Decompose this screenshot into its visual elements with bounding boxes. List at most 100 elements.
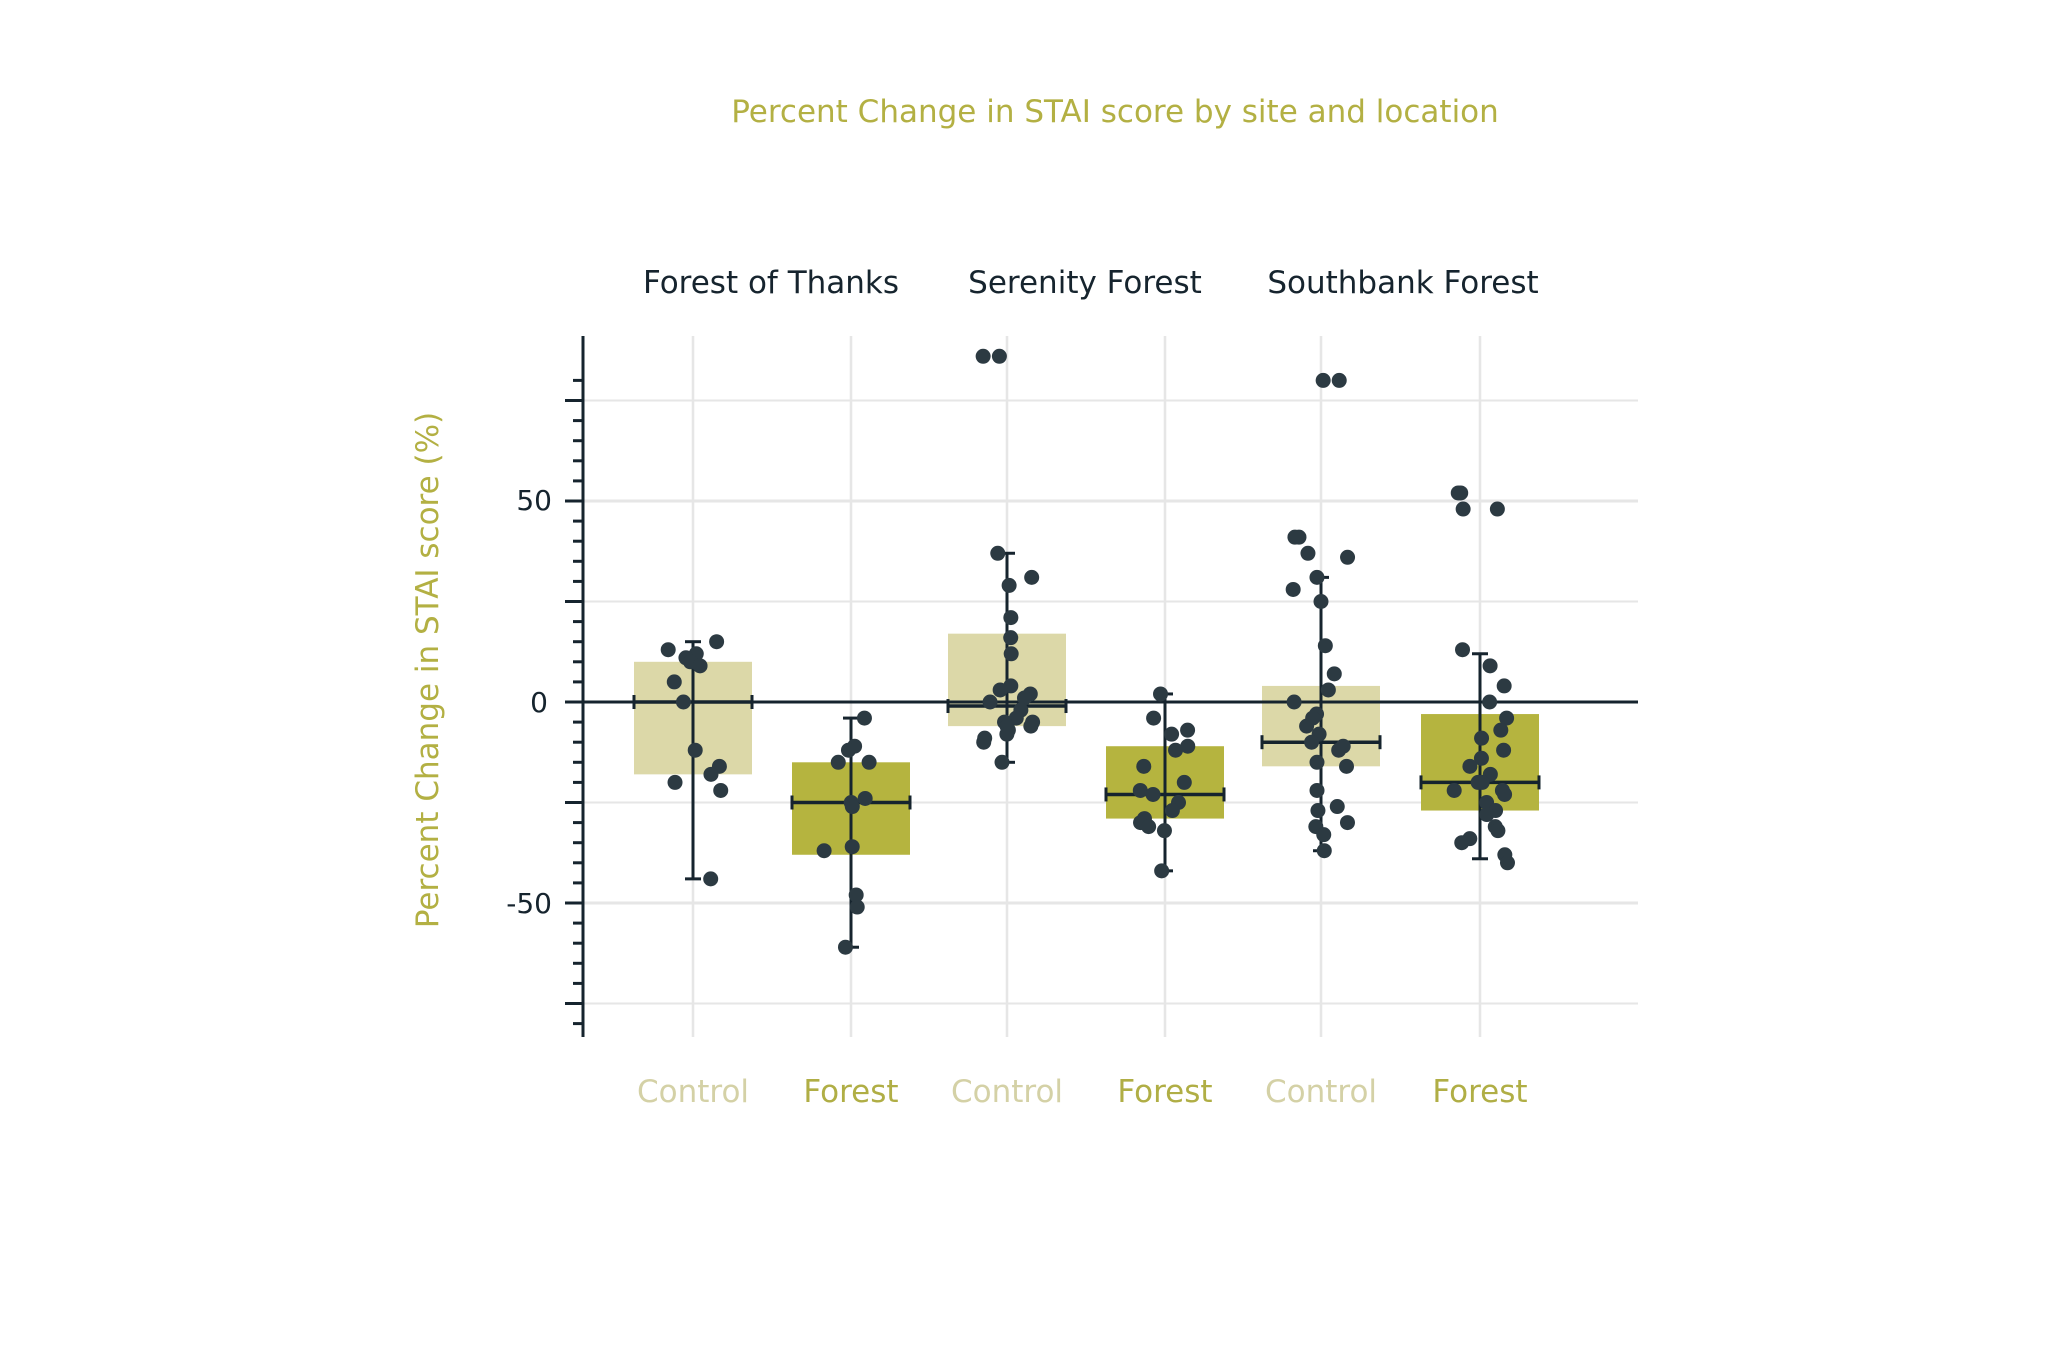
data-point [1493,722,1509,738]
data-point [1315,372,1331,388]
data-point [1156,823,1172,839]
data-point [1499,710,1515,726]
y-tick-label: 50 [516,484,552,517]
x-label-control: Control [1265,1074,1377,1110]
data-point [857,790,873,806]
data-point [1291,529,1307,545]
data-point [1499,855,1515,871]
data-point [1154,863,1170,879]
data-point [1462,758,1478,774]
data-point [1473,750,1489,766]
data-point [713,782,729,798]
data-point [687,742,703,758]
data-point [1146,710,1162,726]
data-point [1168,742,1184,758]
data-point [999,726,1015,742]
data-point [1136,758,1152,774]
y-tick-label: 0 [530,686,548,719]
data-point [1141,819,1157,835]
data-point [703,871,719,887]
data-point [1450,485,1466,501]
data-point [1180,722,1196,738]
text-layer: Percent Change in STAI score by site and… [410,94,1539,1110]
data-point [1299,718,1315,734]
data-point [1153,686,1169,702]
data-point [1016,690,1032,706]
data-point [666,674,682,690]
data-point [1479,807,1495,823]
x-label-forest: Forest [1432,1074,1527,1110]
x-label-control: Control [951,1074,1063,1110]
data-point [1340,549,1356,565]
data-point [692,658,708,674]
data-point [1176,774,1192,790]
data-point [992,682,1008,698]
y-axis-label: Percent Change in STAI score (%) [410,412,446,928]
data-point [1132,782,1148,798]
data-point [1304,734,1320,750]
data-point [990,545,1006,561]
data-point [1496,678,1512,694]
data-point [975,348,991,364]
data-point [709,634,725,650]
data-point [1286,694,1302,710]
data-point [991,348,1007,364]
data-point [703,766,719,782]
data-point [1470,774,1486,790]
data-point [856,710,872,726]
data-point [1320,682,1336,698]
x-label-forest: Forest [803,1074,898,1110]
data-point [1023,718,1039,734]
data-point [1331,742,1347,758]
data-point [1474,730,1490,746]
data-point [1309,754,1325,770]
data-point [1317,638,1333,654]
data-point [1482,694,1498,710]
data-point [830,754,846,770]
data-point [1316,827,1332,843]
data-point [1455,642,1471,658]
data-point [1145,786,1161,802]
data-point [1309,782,1325,798]
data-point [1339,815,1355,831]
chart-title: Percent Change in STAI score by site and… [731,94,1499,130]
data-point [849,899,865,915]
data-point [994,754,1010,770]
data-point [844,799,860,815]
data-point [1339,758,1355,774]
data-point [1300,545,1316,561]
data-point [1285,581,1301,597]
data-point [1003,630,1019,646]
data-point [1331,372,1347,388]
x-label-forest: Forest [1117,1074,1212,1110]
data-point [1489,501,1505,517]
data-point [837,939,853,955]
data-point [1164,726,1180,742]
axis-layer [565,336,1638,1037]
data-point [1316,843,1332,859]
data-point [861,754,877,770]
data-point [982,694,998,710]
data-point [1024,569,1040,585]
site-label-forest-of-thanks: Forest of Thanks [643,265,899,301]
data-point [1309,569,1325,585]
data-point [660,642,676,658]
data-point [1329,799,1345,815]
data-point [1180,738,1196,754]
data-point [1164,803,1180,819]
data-point [1326,666,1342,682]
data-point [848,887,864,903]
data-point [675,694,691,710]
data-point [1455,501,1471,517]
site-label-southbank-forest: Southbank Forest [1267,265,1538,301]
point-layer [660,348,1515,955]
data-point [1497,786,1513,802]
data-point [1454,835,1470,851]
data-point [1001,577,1017,593]
data-point [844,839,860,855]
data-point [840,742,856,758]
data-point [1446,782,1462,798]
x-label-control: Control [637,1074,749,1110]
data-point [1003,646,1019,662]
